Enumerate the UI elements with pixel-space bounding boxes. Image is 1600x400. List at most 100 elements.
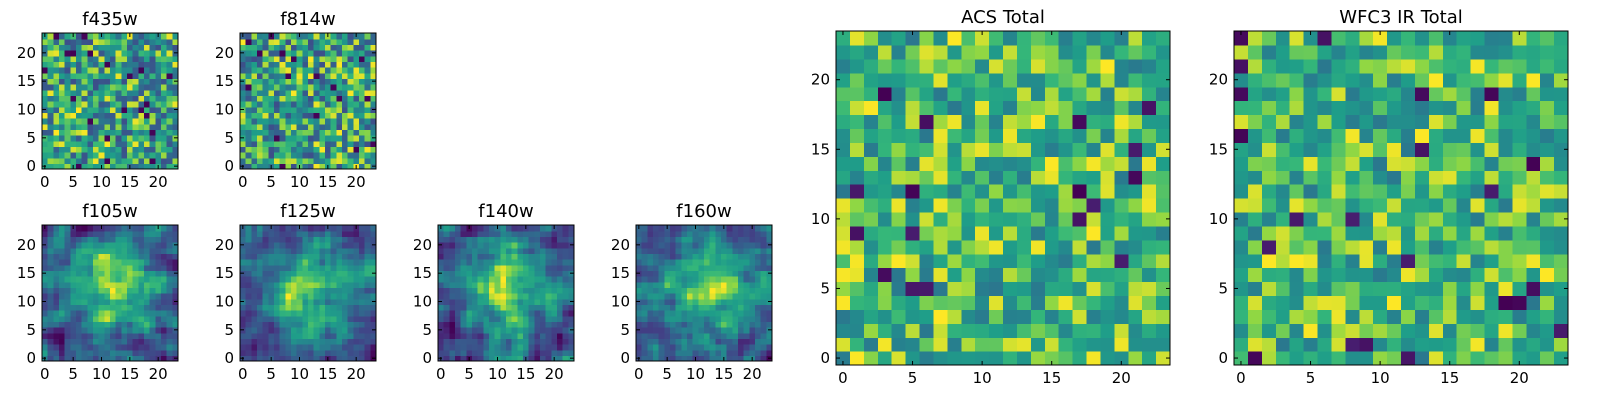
heatmap-cell bbox=[961, 337, 976, 352]
heatmap-cell bbox=[1387, 44, 1402, 60]
heatmap-cell bbox=[1387, 281, 1402, 297]
heatmap-cell bbox=[279, 112, 286, 119]
heatmap-cell bbox=[274, 106, 281, 113]
heatmap-cell bbox=[251, 321, 258, 328]
heatmap-cell bbox=[308, 123, 315, 130]
heatmap-cell bbox=[687, 315, 694, 322]
heatmap-cell bbox=[687, 264, 694, 271]
heatmap-cell bbox=[319, 135, 326, 142]
heatmap-cell bbox=[1484, 225, 1500, 241]
heatmap-cell bbox=[149, 236, 156, 243]
heatmap-cell bbox=[1345, 295, 1360, 310]
heatmap-cell bbox=[1414, 170, 1430, 185]
heatmap-cell bbox=[1526, 44, 1541, 60]
heatmap-cell bbox=[477, 225, 484, 232]
heatmap-cell bbox=[308, 298, 315, 305]
heatmap-cell bbox=[93, 135, 100, 142]
heatmap-cell bbox=[1456, 239, 1472, 255]
heatmap-cell bbox=[947, 170, 962, 185]
heatmap-cell bbox=[149, 140, 156, 147]
heatmap-cell bbox=[353, 338, 360, 345]
heatmap-cell bbox=[1016, 86, 1032, 102]
heatmap-cell bbox=[359, 327, 366, 334]
heatmap-cell bbox=[279, 287, 286, 294]
heatmap-cell bbox=[132, 298, 139, 305]
heatmap-cell bbox=[127, 304, 134, 311]
heatmap-cell bbox=[961, 239, 976, 255]
heatmap-cell bbox=[87, 129, 94, 136]
heatmap-cell bbox=[53, 67, 60, 74]
heatmap-cell bbox=[681, 310, 688, 317]
heatmap-cell bbox=[721, 332, 728, 339]
heatmap-cell bbox=[364, 84, 371, 91]
heatmap-cell bbox=[64, 315, 71, 322]
heatmap-cell bbox=[47, 310, 54, 317]
heatmap-cell bbox=[268, 321, 275, 328]
heatmap-cell bbox=[849, 128, 865, 143]
heatmap-cell bbox=[704, 321, 711, 328]
heatmap-cell bbox=[863, 351, 879, 366]
y-tick-label: 20 bbox=[17, 236, 36, 254]
heatmap-cell bbox=[755, 253, 762, 260]
heatmap-cell bbox=[64, 242, 71, 249]
heatmap-cell bbox=[262, 281, 269, 288]
heatmap-cell bbox=[1275, 142, 1291, 157]
heatmap-cell bbox=[933, 337, 948, 352]
heatmap-cell bbox=[93, 304, 100, 311]
heatmap-cell bbox=[709, 327, 716, 334]
heatmap-cell bbox=[1156, 337, 1171, 352]
heatmap-cell bbox=[1442, 323, 1458, 338]
heatmap-cell bbox=[353, 321, 360, 328]
heatmap-cell bbox=[274, 355, 281, 362]
heatmap-cell bbox=[1128, 323, 1143, 338]
heatmap-cell bbox=[274, 33, 281, 40]
heatmap-cell bbox=[749, 253, 756, 260]
heatmap-cell bbox=[517, 287, 524, 294]
heatmap-cell bbox=[517, 253, 524, 260]
heatmap-cell bbox=[59, 50, 66, 57]
heatmap-cell bbox=[59, 72, 66, 79]
heatmap-cell bbox=[460, 242, 467, 249]
heatmap-cell bbox=[877, 337, 893, 352]
heatmap-cell bbox=[455, 338, 462, 345]
heatmap-cell bbox=[274, 315, 281, 322]
heatmap-cell bbox=[1275, 31, 1291, 46]
heatmap-cell bbox=[121, 55, 128, 62]
heatmap-cell bbox=[93, 129, 100, 136]
heatmap-cell bbox=[1030, 100, 1046, 116]
heatmap-cell bbox=[1128, 281, 1143, 297]
heatmap-cell bbox=[1003, 100, 1018, 116]
heatmap-cell bbox=[472, 349, 479, 356]
heatmap-cell bbox=[42, 89, 49, 96]
heatmap-cell bbox=[1554, 100, 1569, 116]
heatmap-cell bbox=[121, 304, 128, 311]
heatmap-cell bbox=[336, 101, 343, 108]
heatmap-cell bbox=[1373, 114, 1388, 130]
heatmap-cell bbox=[336, 304, 343, 311]
heatmap-cell bbox=[161, 152, 168, 159]
heatmap-cell bbox=[1030, 114, 1046, 130]
heatmap-cell bbox=[675, 270, 682, 277]
heatmap-cell bbox=[1289, 114, 1305, 130]
heatmap-cell bbox=[98, 95, 105, 102]
heatmap-cell bbox=[489, 259, 496, 266]
heatmap-cell bbox=[877, 309, 893, 324]
heatmap-cell bbox=[1114, 295, 1129, 310]
heatmap-cell bbox=[726, 315, 733, 322]
heatmap-cell bbox=[76, 298, 83, 305]
heatmap-cell bbox=[506, 264, 513, 271]
heatmap-cell bbox=[64, 293, 71, 300]
heatmap-cell bbox=[110, 50, 117, 57]
heatmap-cell bbox=[1044, 170, 1060, 185]
heatmap-cell bbox=[155, 230, 162, 237]
heatmap-cell bbox=[877, 323, 893, 338]
heatmap-cell bbox=[364, 344, 371, 351]
heatmap-cell bbox=[1044, 295, 1060, 310]
heatmap-cell bbox=[342, 276, 349, 283]
heatmap-cell bbox=[268, 44, 275, 51]
heatmap-cell bbox=[506, 321, 513, 328]
heatmap-cell bbox=[766, 281, 773, 288]
heatmap-cell bbox=[1428, 239, 1444, 255]
y-tick-label: 15 bbox=[1209, 140, 1228, 158]
heatmap-cell bbox=[262, 55, 269, 62]
